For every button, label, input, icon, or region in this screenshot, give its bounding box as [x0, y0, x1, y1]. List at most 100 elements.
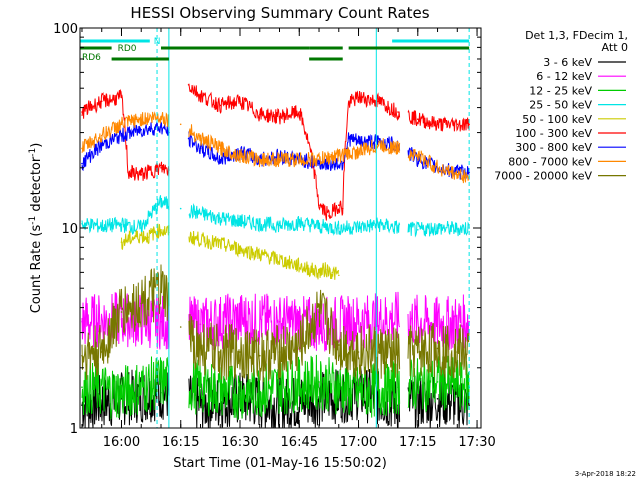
data-point	[160, 229, 162, 231]
legend-header-line1: Det 1,3, FDecim 1,	[525, 29, 628, 42]
data-point	[199, 386, 202, 389]
legend-header-line2: Att 0	[602, 41, 628, 54]
data-point	[456, 123, 459, 126]
data-point	[81, 320, 83, 323]
data-point	[338, 154, 340, 157]
data-point	[120, 318, 123, 321]
data-point	[81, 147, 83, 150]
data-point	[436, 347, 439, 350]
y-axis-ticks: 1 10 100	[53, 22, 481, 437]
data-point	[100, 225, 103, 228]
data-point	[436, 123, 439, 126]
data-point	[140, 302, 142, 305]
x-tick-label: 17:30	[458, 435, 495, 450]
data-point	[81, 162, 83, 165]
data-point	[357, 226, 360, 228]
series-line	[81, 264, 470, 383]
data-point	[377, 351, 380, 353]
data-point	[278, 351, 281, 353]
legend-label: 300 - 800 keV	[515, 141, 592, 154]
data-point	[278, 115, 281, 118]
data-point	[160, 115, 162, 118]
data-point	[298, 111, 301, 113]
x-tick-label: 16:15	[162, 435, 199, 450]
data-point	[338, 344, 340, 346]
data-point	[120, 134, 123, 137]
data-point	[456, 228, 459, 230]
data-point	[318, 225, 320, 228]
data-point	[397, 147, 399, 150]
data-point	[239, 392, 241, 394]
data-point	[298, 222, 301, 224]
data-point	[357, 392, 360, 394]
data-point	[278, 158, 281, 161]
data-point	[357, 96, 360, 99]
data-point	[259, 223, 261, 225]
chart-title: HESSI Observing Summary Count Rates	[130, 4, 429, 22]
x-axis-label: Start Time (01-May-16 15:50:02)	[173, 456, 387, 471]
data-point	[140, 173, 142, 176]
data-point	[324, 268, 327, 271]
data-point	[239, 318, 241, 321]
data-point	[397, 354, 399, 357]
data-point	[219, 104, 222, 107]
data-point	[318, 158, 320, 161]
data-point	[341, 207, 344, 210]
data-point	[81, 386, 83, 389]
data-point	[239, 100, 241, 103]
legend-label: 12 - 25 keV	[529, 84, 592, 97]
data-point	[160, 126, 162, 128]
data-point	[140, 234, 142, 236]
data-point	[377, 144, 380, 146]
data-point	[120, 311, 123, 313]
series-line	[81, 291, 470, 352]
data-point	[219, 217, 222, 219]
data-point	[456, 173, 459, 176]
data-point	[417, 351, 419, 353]
data-point	[120, 241, 123, 243]
data-point	[81, 354, 83, 357]
data-point	[127, 238, 129, 240]
data-point	[357, 351, 360, 353]
data-point	[377, 100, 380, 103]
y-axis-label: Count Rate (s-1 detector-1)	[28, 143, 44, 314]
legend-label: 25 - 50 keV	[529, 99, 592, 112]
data-point	[120, 223, 123, 226]
data-point	[187, 84, 190, 86]
data-point	[187, 137, 190, 140]
data-point	[100, 144, 103, 146]
data-point	[179, 123, 182, 126]
x-tick-label: 17:00	[340, 435, 377, 450]
data-point	[298, 347, 301, 350]
data-point	[160, 167, 162, 169]
y-tick-label: 10	[61, 222, 78, 237]
flag-bars: N RD0 RD6	[80, 37, 470, 63]
data-point	[278, 386, 281, 389]
data-point	[160, 291, 162, 293]
data-point	[468, 404, 470, 407]
data-point	[100, 100, 103, 103]
data-point	[160, 381, 162, 383]
x-tick-label: 17:15	[399, 435, 436, 450]
data-point	[140, 118, 142, 120]
data-point	[133, 236, 136, 238]
data-point	[436, 227, 439, 229]
series-line	[81, 195, 470, 238]
series-3	[81, 195, 470, 238]
data-point	[436, 323, 439, 326]
data-point	[328, 215, 330, 217]
series-line	[81, 111, 470, 184]
legend-label: 3 - 6 keV	[543, 56, 592, 69]
data-point	[259, 158, 261, 161]
data-point	[338, 204, 340, 206]
data-point	[147, 236, 149, 238]
legend-label: 800 - 7000 keV	[508, 155, 592, 168]
legend-label: 6 - 12 keV	[536, 70, 592, 83]
data-point	[417, 154, 419, 157]
data-point	[347, 137, 350, 140]
data-point	[347, 102, 350, 105]
data-point	[397, 227, 399, 229]
data-point	[456, 351, 459, 353]
